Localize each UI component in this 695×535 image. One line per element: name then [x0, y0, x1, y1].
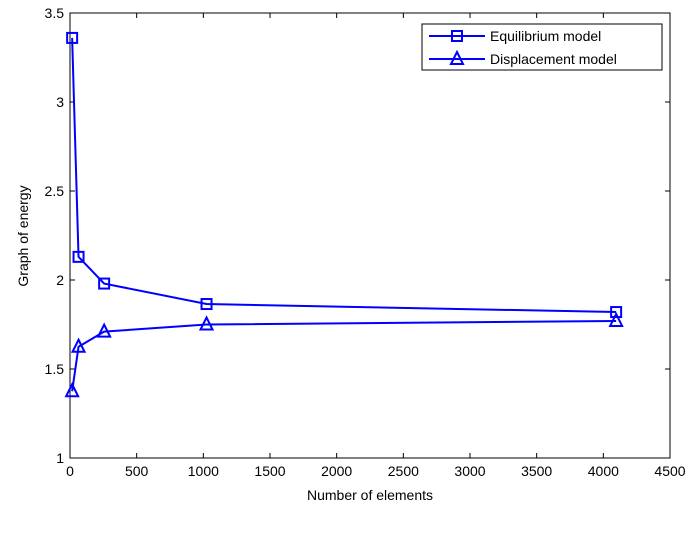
- x-axis-label: Number of elements: [307, 487, 433, 503]
- displacement-model-point: [198, 315, 215, 331]
- legend-marker-triangle: [449, 49, 465, 65]
- x-tick-label: 500: [125, 463, 149, 479]
- equilibrium-model-line: [71, 37, 617, 314]
- y-axis-label: Graph of energy: [15, 185, 31, 286]
- x-tick-label: 1000: [188, 463, 219, 479]
- x-tick-label: 4000: [588, 463, 619, 479]
- equilibrium-model-point: [200, 298, 213, 311]
- x-tick-label: 4500: [654, 463, 685, 479]
- y-tick-label: 1.5: [45, 361, 65, 377]
- displacement-model-point: [70, 337, 87, 353]
- series-layer: [64, 31, 624, 398]
- y-tick-label: 1: [56, 450, 64, 466]
- y-tick-label: 2.5: [45, 183, 65, 199]
- equilibrium-model-point: [98, 277, 111, 290]
- equilibrium-model-point: [72, 250, 85, 263]
- x-tick-label: 2500: [388, 463, 419, 479]
- x-tick-label: 2000: [321, 463, 352, 479]
- y-tick-label: 3: [56, 94, 64, 110]
- plot-area: [69, 12, 671, 459]
- displacement-model-point: [96, 322, 112, 338]
- x-tick-label: 3000: [454, 463, 485, 479]
- equilibrium-model-point: [66, 31, 79, 44]
- x-tick-label: 1500: [254, 463, 285, 479]
- axis-ticks: 0 500 1000 1500 2000 2500 3000 3500 4000 4500 1 1.5…: [45, 5, 686, 479]
- x-tick-label: 0: [66, 463, 74, 479]
- displacement-model-line: [71, 319, 617, 392]
- y-tick-label: 3.5: [45, 5, 65, 21]
- legend-label-equilibrium: Equilibrium model: [490, 28, 601, 44]
- y-tick-label: 2: [56, 272, 64, 288]
- equilibrium-model-point: [610, 306, 623, 319]
- displacement-model-point: [608, 311, 624, 327]
- legend: Equilibrium model Displacement model: [421, 23, 663, 71]
- displacement-model-point: [64, 382, 80, 398]
- legend-label-displacement: Displacement model: [490, 51, 617, 67]
- legend-marker-square: [451, 30, 463, 42]
- x-tick-label: 3500: [521, 463, 552, 479]
